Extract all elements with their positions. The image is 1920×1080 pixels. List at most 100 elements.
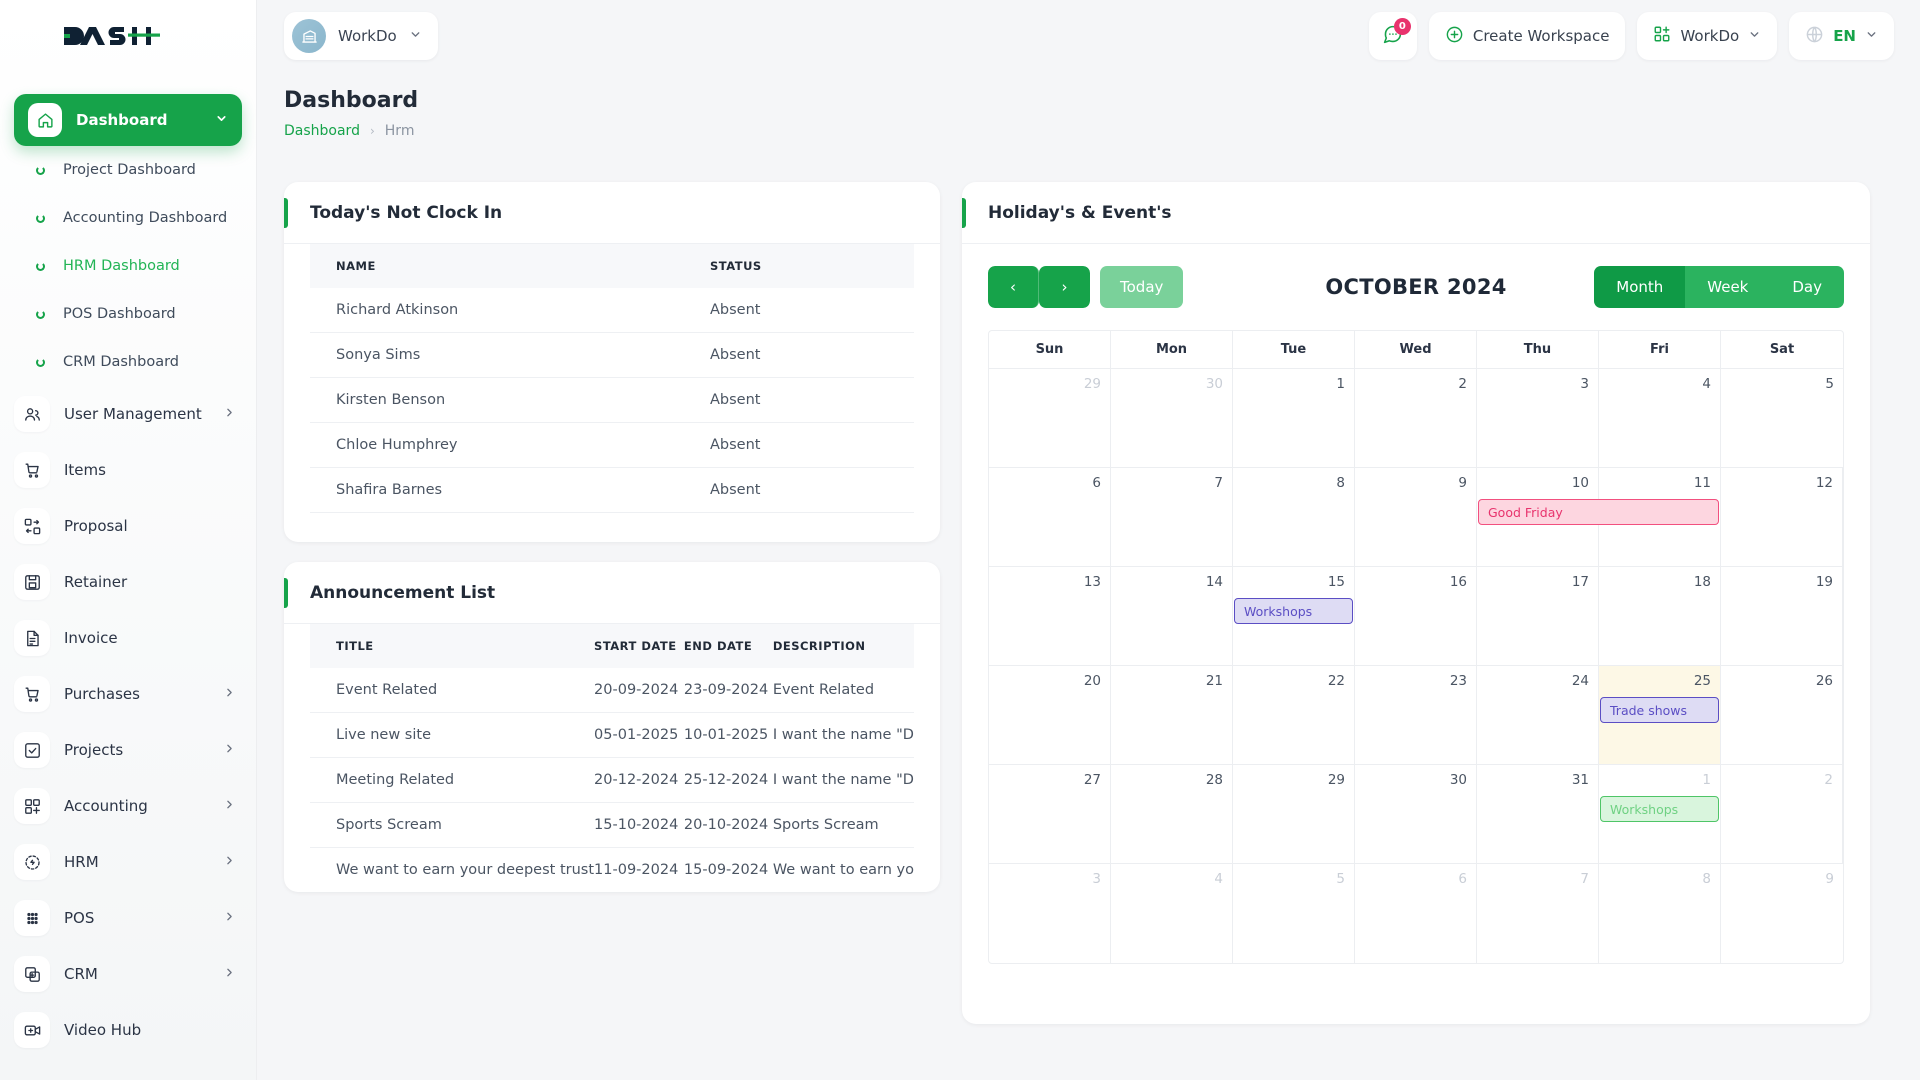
card-title: Announcement List [310,582,496,603]
table-row: Kirsten Benson Absent [310,377,914,423]
sidebar-subitem-label: POS Dashboard [63,306,176,322]
calendar-day-cell[interactable]: 22 [1233,666,1355,765]
sidebar-item-user-management[interactable]: User Management [0,386,256,442]
sidebar-subitem-crm-dashboard[interactable]: CRM Dashboard [0,338,256,386]
sidebar-item-pos[interactable]: POS [0,890,256,946]
calendar-day-number: 8 [1336,475,1345,491]
status-badge: Absent [710,288,914,333]
calendar-day-number: 8 [1702,871,1711,887]
calendar-day-cell[interactable]: 7 [1477,864,1599,963]
calendar-day-cell[interactable]: 2 [1721,765,1843,864]
globe-icon [1805,25,1824,48]
chevron-right-icon [223,909,236,927]
calendar-event[interactable]: Workshops [1600,796,1719,822]
calendar-view-day[interactable]: Day [1770,266,1844,308]
clock-in-table-wrap: NAME STATUS Richard Atkinson Absent Sonya S… [284,244,940,513]
calendar-day-cell[interactable]: 7 [1111,468,1233,567]
sidebar-subitem-project-dashboard[interactable]: Project Dashboard [0,146,256,194]
calendar-day-cell[interactable]: 20 [989,666,1111,765]
calendar-day-cell[interactable]: 6 [989,468,1111,567]
calendar-day-cell[interactable]: 4 [1599,369,1721,468]
calendar-day-cell[interactable]: 29 [1233,765,1355,864]
calendar-day-headers: Sun Mon Tue Wed Thu Fri Sat [989,331,1843,369]
calendar-day-cell[interactable]: 3 [989,864,1111,963]
sidebar-item-retainer[interactable]: Retainer [0,554,256,610]
calendar-day-number: 23 [1449,673,1467,689]
sidebar-subitem-pos-dashboard[interactable]: POS Dashboard [0,290,256,338]
calendar-day-cell[interactable]: 8 [1233,468,1355,567]
calendar-day-cell[interactable]: 18 [1599,567,1721,666]
chat-button[interactable]: 0 [1368,12,1417,60]
calendar-day-cell[interactable]: 9 [1721,864,1843,963]
calendar-day-cell[interactable]: 8 [1599,864,1721,963]
calendar-day-cell[interactable]: 16 [1355,567,1477,666]
calendar-day-cell[interactable]: 6 [1355,864,1477,963]
sidebar-item-video-hub[interactable]: Video Hub [0,1002,256,1058]
calendar-next-button[interactable]: › [1039,266,1090,308]
calendar-day-cell[interactable]: 2 [1355,369,1477,468]
calendar-day-cell[interactable]: 13 [989,567,1111,666]
calendar-day-cell[interactable]: 23 [1355,666,1477,765]
calendar-day-cell[interactable]: 19 [1721,567,1843,666]
calendar-prev-button[interactable]: ‹ [988,266,1039,308]
sidebar-item-projects[interactable]: Projects [0,722,256,778]
workspace-select[interactable]: WorkDo [1637,12,1778,60]
column-header: END DATE [683,624,773,668]
create-workspace-button[interactable]: Create Workspace [1428,12,1626,60]
calendar-week-row: 29 30 1 2 3 4 5 [989,369,1843,468]
sidebar-subitem-hrm-dashboard[interactable]: HRM Dashboard [0,242,256,290]
sidebar-item-accounting[interactable]: Accounting [0,778,256,834]
calendar-day-cell[interactable]: 15 [1233,567,1355,666]
calendar-day-cell[interactable]: 17 [1477,567,1599,666]
announcement-title: Sports Scream [310,802,595,848]
calendar-day-cell[interactable]: 14 [1111,567,1233,666]
calendar-day-cell[interactable]: 5 [1721,369,1843,468]
sidebar-item-hrm[interactable]: HRM [0,834,256,890]
sidebar-item-crm[interactable]: CRM [0,946,256,1002]
calendar-day-cell[interactable]: 28 [1111,765,1233,864]
calendar-view-month[interactable]: Month [1594,266,1686,308]
sidebar-item-invoice[interactable]: Invoice [0,610,256,666]
sidebar-item-dashboard[interactable]: Dashboard [14,94,242,146]
calendar-day-cell[interactable]: 1 [1233,369,1355,468]
calendar-day-cell[interactable]: 5 [1233,864,1355,963]
calendar-day-cell[interactable]: 27 [989,765,1111,864]
brand-logo[interactable] [0,0,256,72]
workspace-switcher[interactable]: WorkDo [284,12,438,60]
sidebar-item-purchases[interactable]: Purchases [0,666,256,722]
calendar-event[interactable]: Trade shows [1600,697,1719,723]
sidebar-item-proposal[interactable]: Proposal [0,498,256,554]
calendar-day-cell[interactable]: 29 [989,369,1111,468]
hrm-icon [14,844,50,880]
calendar-day-cell[interactable]: 4 [1111,864,1233,963]
language-select[interactable]: EN [1789,12,1894,60]
calendar-day-cell[interactable]: 21 [1111,666,1233,765]
calendar-day-cell[interactable]: 1 [1599,765,1721,864]
calendar-today-button[interactable]: Today [1100,266,1184,308]
grid-plus-icon [14,788,50,824]
chevron-right-icon [223,853,236,871]
document-icon [14,620,50,656]
users-icon [14,396,50,432]
calendar-day-cell[interactable]: 11 [1599,468,1721,567]
chat-badge: 0 [1393,18,1411,35]
announcement-end-date: 23-09-2024 [683,668,773,713]
calendar-view-week[interactable]: Week [1685,266,1771,308]
sidebar-subitem-accounting-dashboard[interactable]: Accounting Dashboard [0,194,256,242]
calendar-event[interactable]: Good Friday [1477,499,1719,525]
calendar-day-cell[interactable]: 31 [1477,765,1599,864]
chevron-down-icon [409,28,422,44]
calendar-event[interactable]: Workshops [1233,598,1353,624]
calendar-day-cell[interactable]: 24 [1477,666,1599,765]
calendar-day-cell[interactable]: 26 [1721,666,1843,765]
calendar-day-number: 7 [1580,871,1589,887]
breadcrumb-root[interactable]: Dashboard [284,123,360,139]
calendar-day-cell[interactable]: 9 [1355,468,1477,567]
calendar-day-cell[interactable]: 30 [1111,369,1233,468]
calendar-day-cell[interactable]: 30 [1355,765,1477,864]
calendar-day-cell[interactable]: 3 [1477,369,1599,468]
save-icon [14,564,50,600]
calendar-day-number: 31 [1571,772,1589,788]
calendar-day-cell[interactable]: 12 [1721,468,1843,567]
sidebar-item-items[interactable]: Items [0,442,256,498]
